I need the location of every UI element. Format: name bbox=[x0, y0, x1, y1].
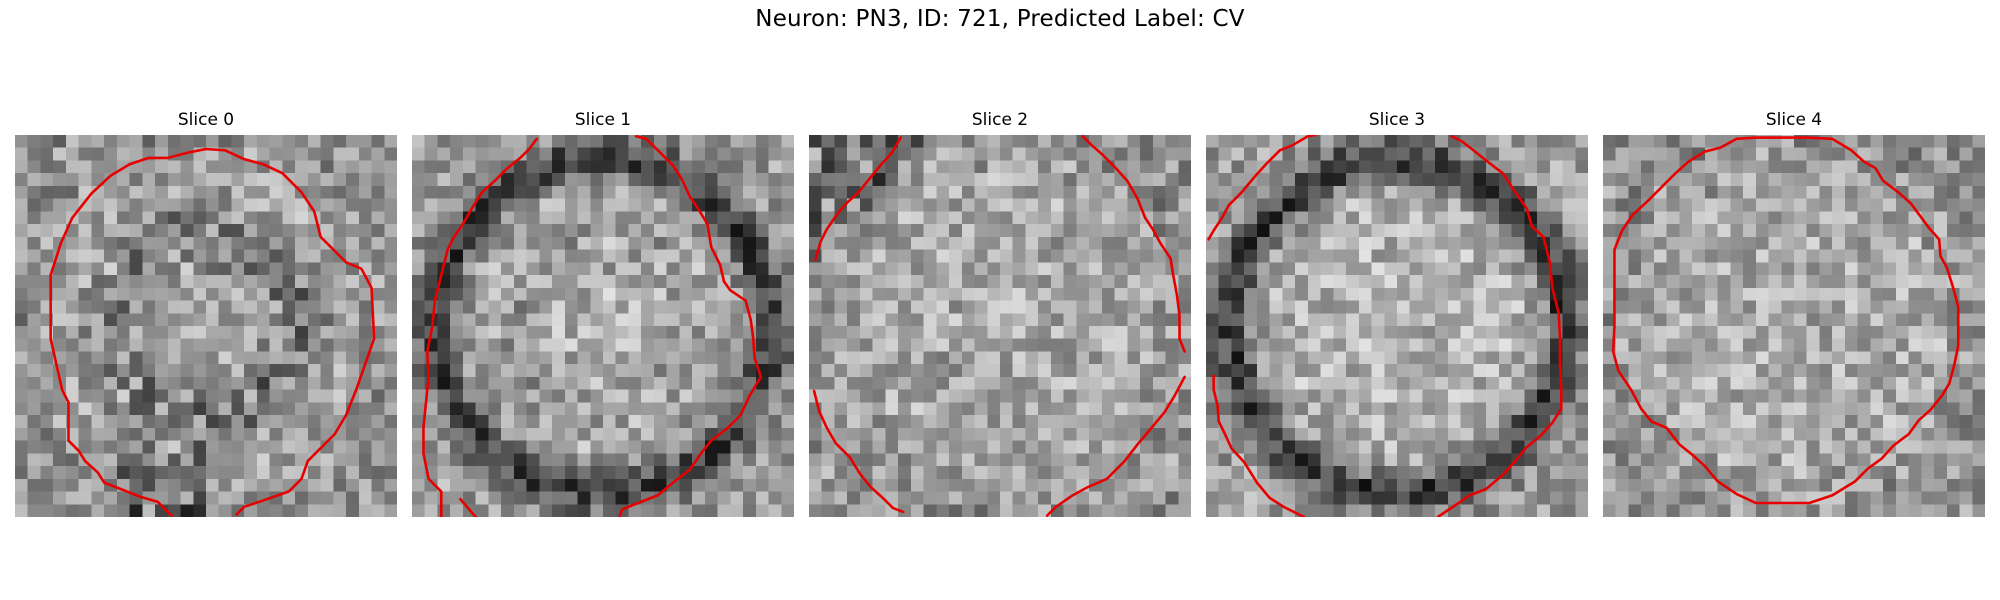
panel-slice-3: Slice 3 bbox=[1206, 110, 1588, 517]
pixel-grid bbox=[809, 135, 1191, 517]
segmentation-contour bbox=[68, 441, 171, 516]
panel-title: Slice 0 bbox=[177, 110, 235, 130]
segmentation-contour bbox=[423, 139, 536, 517]
segmentation-contour bbox=[1047, 377, 1185, 516]
slice-image bbox=[809, 135, 1191, 517]
panel-slice-2: Slice 2 bbox=[809, 110, 1191, 517]
panel-slice-4: Slice 4 bbox=[1603, 110, 1985, 517]
panel-title: Slice 1 bbox=[574, 110, 632, 130]
segmentation-contour bbox=[620, 136, 761, 517]
pixel-grid bbox=[412, 135, 794, 517]
figure-title: Neuron: PN3, ID: 721, Predicted Label: C… bbox=[755, 6, 1245, 32]
segmentation-contour bbox=[815, 138, 900, 260]
slice-image bbox=[412, 135, 794, 517]
segmentation-contour bbox=[1209, 135, 1316, 239]
segmentation-contour bbox=[1613, 138, 1958, 503]
segmentation-contour bbox=[460, 499, 475, 517]
slice-image bbox=[1603, 135, 1985, 517]
segmentation-contour bbox=[1438, 136, 1562, 517]
panel-slice-0: Slice 0 bbox=[15, 110, 397, 517]
pixel-grid bbox=[1603, 135, 1985, 517]
panel-title: Slice 4 bbox=[1765, 110, 1823, 130]
slice-image bbox=[1206, 135, 1588, 517]
panel-title: Slice 2 bbox=[971, 110, 1029, 130]
segmentation-contour bbox=[1214, 376, 1304, 517]
pixel-grid bbox=[15, 135, 397, 517]
segmentation-contour bbox=[1083, 136, 1185, 351]
segmentation-contour bbox=[814, 391, 903, 512]
pixel-grid bbox=[1206, 135, 1588, 517]
panel-slice-1: Slice 1 bbox=[412, 110, 794, 517]
segmentation-contour bbox=[51, 149, 374, 514]
panel-title: Slice 3 bbox=[1368, 110, 1426, 130]
slice-image bbox=[15, 135, 397, 517]
